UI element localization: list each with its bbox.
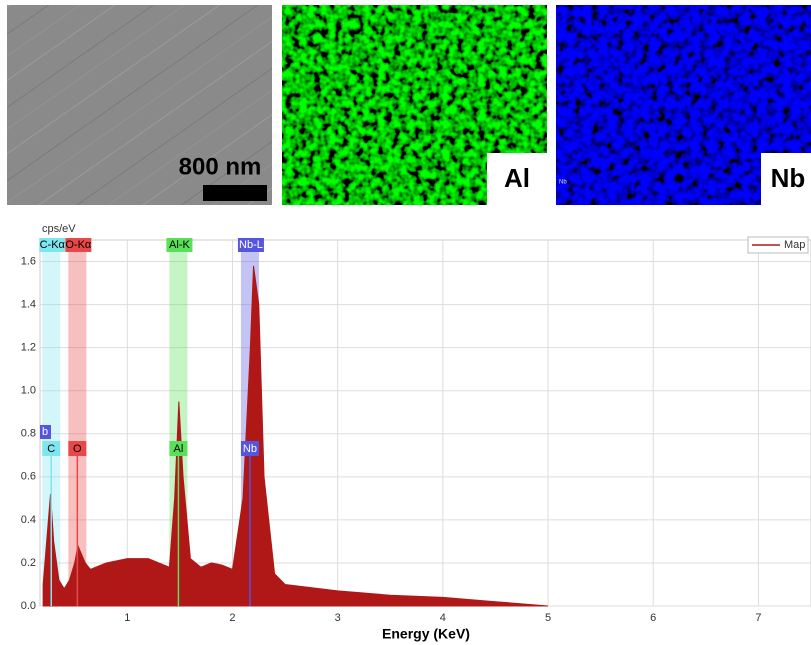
y-tick-label: 1.4 bbox=[21, 298, 36, 310]
y-tick-label: 1.0 bbox=[21, 385, 36, 397]
y-tick-label: 0.4 bbox=[21, 514, 36, 526]
peak-marker: Al bbox=[174, 443, 184, 455]
x-tick-label: 6 bbox=[650, 612, 656, 624]
peak-label-box bbox=[237, 238, 264, 252]
y-tick-label: 0.8 bbox=[21, 428, 36, 440]
x-tick-label: 7 bbox=[755, 612, 761, 624]
y-tick-label: 0.0 bbox=[21, 600, 36, 612]
al-label: Al bbox=[504, 163, 530, 193]
y-axis-label: cps/eV bbox=[42, 223, 76, 235]
x-tick-label: 5 bbox=[545, 612, 551, 624]
peak-label-box bbox=[39, 238, 66, 252]
cut-label: b bbox=[42, 426, 48, 438]
x-axis-label: Energy (KeV) bbox=[382, 626, 470, 642]
cut-label-box bbox=[40, 425, 51, 439]
scale-bar-label: 800 nm bbox=[179, 153, 262, 180]
peak-label: Al-K bbox=[169, 239, 190, 251]
peak-band bbox=[42, 240, 61, 606]
peak-marker-box bbox=[68, 441, 87, 456]
peak-marker: Nb bbox=[243, 443, 257, 455]
plot-area bbox=[39, 239, 811, 607]
peak-label-box bbox=[65, 238, 92, 252]
x-tick-label: 3 bbox=[335, 612, 341, 624]
y-tick-label: 0.6 bbox=[21, 471, 36, 483]
x-tick-label: 2 bbox=[229, 612, 235, 624]
peak-band bbox=[68, 240, 87, 606]
y-tick-label: 0.2 bbox=[21, 557, 36, 569]
y-tick-label: 1.6 bbox=[21, 255, 36, 267]
peak-marker: O bbox=[73, 443, 82, 455]
peak-label: C-Kα bbox=[40, 239, 66, 251]
peak-label: O-Kα bbox=[65, 239, 92, 251]
spectrum-chart: cps/eV Energy (KeV) 0.0 0.2 0.4 0.6 0.8 1.0 1.… bbox=[21, 223, 811, 642]
peak-marker: C bbox=[47, 443, 55, 455]
legend-label: Map bbox=[784, 239, 805, 251]
peak-marker-box bbox=[240, 441, 259, 456]
peak-label: Nb-L bbox=[239, 239, 263, 251]
peak-marker-box bbox=[42, 441, 61, 456]
spectrum-area bbox=[42, 265, 549, 607]
y-tick-label: 1.2 bbox=[21, 342, 36, 354]
peak-label-box bbox=[166, 238, 193, 252]
nb-map: Nb Nb bbox=[556, 5, 811, 205]
al-map: Al bbox=[282, 5, 547, 205]
nb-label: Nb bbox=[771, 163, 806, 193]
x-tick-label: 4 bbox=[440, 612, 446, 624]
nb-small-label: Nb bbox=[559, 180, 567, 186]
peak-marker-box bbox=[169, 441, 188, 456]
x-tick-label: 1 bbox=[124, 612, 130, 624]
sem-image: 800 nm bbox=[7, 5, 272, 205]
